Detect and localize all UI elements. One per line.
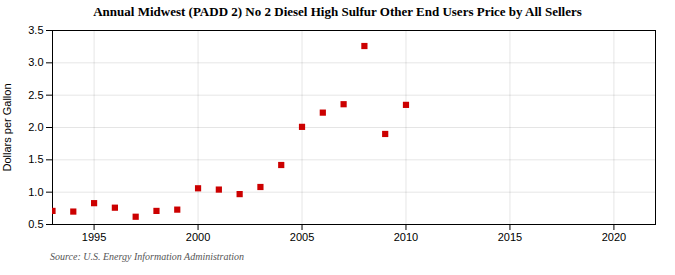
html-text:Source: U.S. Energy Informatio: Source: U.S. Energy Information Administ… xyxy=(50,251,245,262)
svg-text:0.5: 0.5 xyxy=(28,218,43,230)
svg-text:2005: 2005 xyxy=(290,231,314,243)
svg-text:2.5: 2.5 xyxy=(28,89,43,101)
svg-text:1.0: 1.0 xyxy=(28,186,43,198)
svg-text:2010: 2010 xyxy=(394,231,418,243)
svg-text:2000: 2000 xyxy=(186,231,210,243)
svg-text:3.5: 3.5 xyxy=(28,24,43,36)
html-text:Annual Midwest (PADD 2) No 2 D: Annual Midwest (PADD 2) No 2 Diesel High… xyxy=(93,4,582,19)
svg-text:Dollars per Gallon: Dollars per Gallon xyxy=(1,83,13,171)
svg-text:1.5: 1.5 xyxy=(28,153,43,165)
svg-text:3.0: 3.0 xyxy=(28,56,43,68)
svg-text:2.0: 2.0 xyxy=(28,121,43,133)
svg-text:2020: 2020 xyxy=(602,231,626,243)
svg-text:1995: 1995 xyxy=(82,231,106,243)
svg-text:2015: 2015 xyxy=(498,231,522,243)
